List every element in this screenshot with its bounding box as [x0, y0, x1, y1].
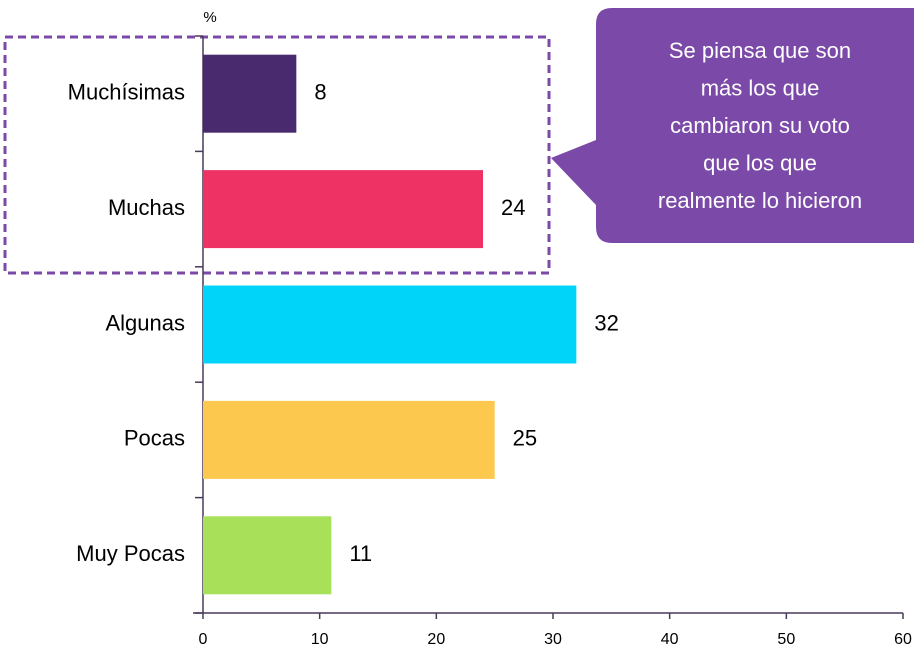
x-tick-label: 10 [311, 631, 329, 648]
annotation-line: cambiaron su voto [670, 113, 850, 138]
annotation-line: Se piensa que son [669, 38, 851, 63]
category-label: Muchas [108, 195, 185, 220]
annotation-line: realmente lo hicieron [658, 188, 862, 213]
x-tick-label: 40 [661, 631, 679, 648]
category-label: Muy Pocas [76, 541, 185, 566]
bar [203, 285, 577, 364]
x-tick-label: 50 [777, 631, 795, 648]
bar [203, 516, 332, 595]
category-label: Algunas [105, 310, 185, 335]
x-tick-label: 30 [544, 631, 562, 648]
x-tick-label: 60 [894, 631, 912, 648]
callout [551, 8, 914, 243]
bar [203, 400, 495, 479]
x-tick-label: 20 [427, 631, 445, 648]
value-label: 8 [314, 80, 326, 105]
value-label: 11 [349, 541, 372, 566]
value-label: 24 [501, 195, 525, 220]
category-label: Pocas [124, 426, 185, 451]
bar [203, 170, 483, 249]
value-label: 25 [513, 426, 537, 451]
value-label: 32 [594, 310, 618, 335]
bar [203, 54, 297, 133]
category-label: Muchísimas [68, 80, 185, 105]
annotation-line: que los que [703, 150, 817, 175]
annotation-line: más los que [701, 75, 820, 100]
axis-label: % [203, 9, 216, 26]
x-tick-label: 0 [199, 631, 208, 648]
